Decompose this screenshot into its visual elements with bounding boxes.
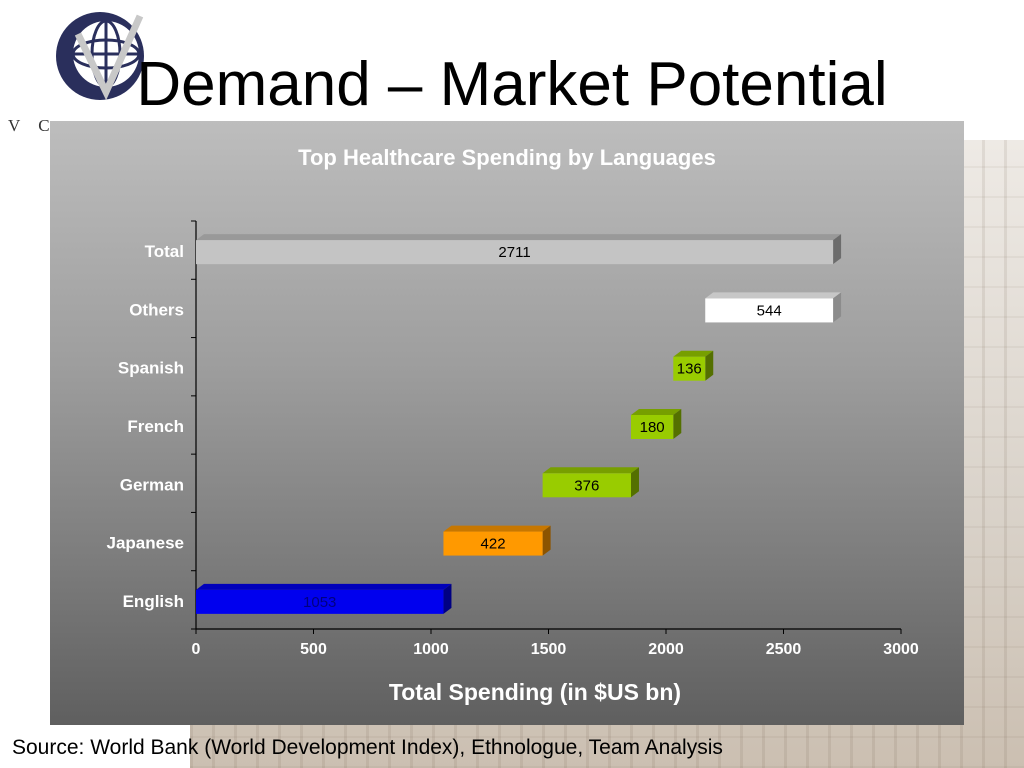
bar bbox=[542, 473, 631, 498]
bar bbox=[630, 415, 674, 439]
x-axis-label: Total Spending (in $US bn) bbox=[389, 679, 681, 705]
category-label: Others bbox=[129, 300, 184, 319]
bar-top-face bbox=[196, 234, 842, 241]
bar-top-face bbox=[630, 409, 682, 415]
bar-top-face bbox=[443, 525, 551, 532]
bar bbox=[705, 298, 834, 323]
bar bbox=[196, 589, 444, 614]
x-tick-label: 500 bbox=[300, 641, 327, 658]
bar-side-face bbox=[542, 525, 551, 556]
globe-logo-icon bbox=[56, 12, 144, 101]
bar-value-label: 136 bbox=[677, 361, 702, 378]
bar-value-label: 422 bbox=[481, 536, 506, 553]
logo-text: V C bbox=[8, 116, 57, 135]
x-tick-label: 1500 bbox=[531, 641, 567, 658]
x-tick-label: 1000 bbox=[413, 641, 449, 658]
plot-area: 0 500 1000 1500 2000 2500 3000 Total 2711 Others 5… bbox=[107, 220, 919, 658]
category-label: German bbox=[120, 475, 184, 494]
chart-panel: Top Healthcare Spending by Languages Tot… bbox=[50, 121, 964, 725]
x-tick-label: 2000 bbox=[648, 641, 684, 658]
bar-side-face bbox=[443, 583, 452, 614]
bar bbox=[443, 531, 543, 556]
chart-title: Top Healthcare Spending by Languages bbox=[298, 145, 716, 170]
bar-side-face bbox=[833, 292, 842, 323]
bar-side-face bbox=[630, 467, 639, 498]
category-label: English bbox=[123, 592, 184, 611]
waterfall-chart: Top Healthcare Spending by Languages Tot… bbox=[107, 145, 919, 705]
bar-value-label: 180 bbox=[640, 419, 665, 436]
bar-side-face bbox=[705, 350, 714, 381]
bar bbox=[196, 240, 834, 265]
x-tick-label: 0 bbox=[192, 641, 201, 658]
bar-top-face bbox=[542, 467, 639, 474]
category-label: Total bbox=[145, 242, 184, 261]
category-label: French bbox=[127, 417, 184, 436]
bar-value-label: 2711 bbox=[498, 244, 530, 261]
category-label: Spanish bbox=[118, 359, 184, 378]
bar-top-face bbox=[196, 583, 452, 590]
bar-top-face bbox=[705, 292, 842, 299]
bar-side-face bbox=[833, 234, 842, 265]
slide-title: Demand – Market Potential bbox=[136, 50, 888, 119]
bar-value-label: 544 bbox=[757, 302, 782, 319]
bar-value-label: 1053 bbox=[303, 594, 336, 611]
bar-value-label: 376 bbox=[574, 477, 599, 494]
bar-side-face bbox=[673, 409, 682, 439]
source-note: Source: World Bank (World Development In… bbox=[12, 736, 723, 759]
x-tick-label: 3000 bbox=[883, 641, 919, 658]
bar-top-face bbox=[673, 350, 714, 357]
bar bbox=[673, 356, 706, 381]
x-tick-label: 2500 bbox=[766, 641, 802, 658]
category-label: Japanese bbox=[107, 534, 185, 553]
